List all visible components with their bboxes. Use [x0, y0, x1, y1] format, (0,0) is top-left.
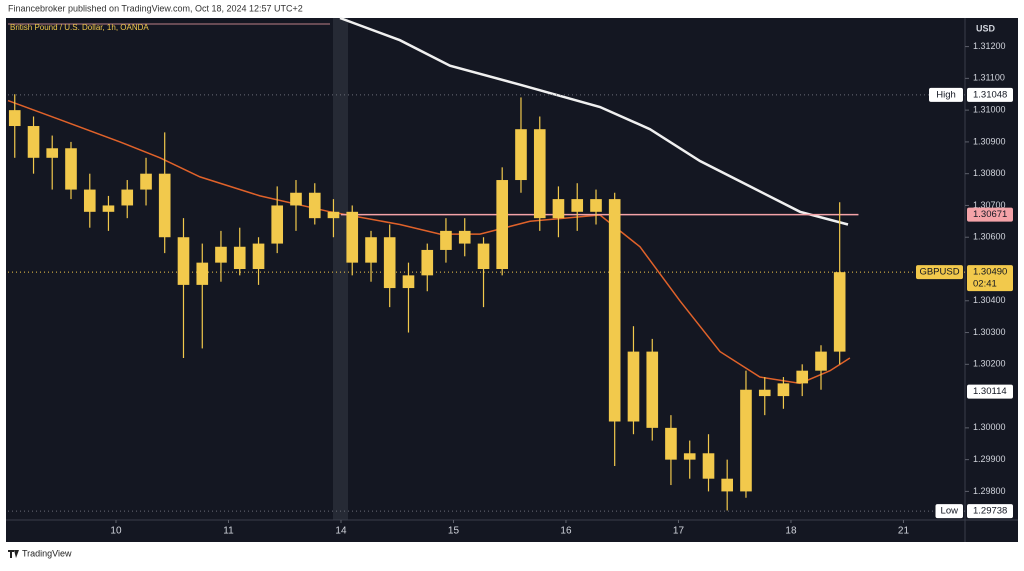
- candle-body: [496, 180, 509, 269]
- candle-body: [46, 148, 59, 158]
- price-badge-value: 1.29738: [973, 506, 1007, 517]
- price-badge-value: 1.31048: [973, 89, 1007, 100]
- countdown: 02:41: [973, 279, 997, 290]
- candle-body: [65, 148, 77, 190]
- candle-body: [721, 478, 733, 492]
- candle-body: [83, 189, 96, 212]
- candle-body: [27, 126, 40, 158]
- y-tick-label: 1.30700: [973, 200, 1006, 210]
- price-badge: [967, 207, 1013, 222]
- y-tick-label: 1.31100: [973, 73, 1005, 83]
- candle-body: [683, 453, 696, 460]
- candle-body: [515, 129, 527, 181]
- price-badge-value: 1.30671: [973, 209, 1007, 220]
- candle-body: [627, 351, 640, 422]
- y-tick-label: 1.31200: [973, 41, 1006, 51]
- candle-body: [365, 237, 377, 263]
- x-tick-label: 18: [785, 526, 797, 537]
- price-badge-value: 1.30114: [973, 386, 1007, 397]
- candle-body: [777, 383, 790, 397]
- candle-body: [158, 173, 171, 238]
- candle-body: [140, 173, 152, 190]
- y-tick-label: 1.30900: [973, 136, 1006, 146]
- badge-label: GBPUSD: [919, 267, 959, 278]
- candle-body: [796, 370, 809, 384]
- candle-body: [833, 272, 846, 352]
- x-tick-label: 11: [223, 526, 234, 537]
- candle-body: [402, 275, 415, 289]
- badge-label: Low: [941, 506, 959, 517]
- price-badge: [967, 87, 1013, 102]
- y-tick-label: 1.31000: [973, 105, 1006, 115]
- y-tick-label: 1.30300: [973, 327, 1006, 337]
- header: Financebroker published on TradingView.c…: [8, 3, 303, 13]
- candle-body: [327, 211, 340, 219]
- tv-logo: [8, 550, 19, 558]
- candle-body: [740, 389, 752, 492]
- badge-label-box: [916, 265, 963, 280]
- currency-label: USD: [976, 23, 996, 33]
- badge-label-box: [935, 504, 963, 519]
- x-tick-label: 16: [560, 526, 572, 537]
- candle-body: [758, 389, 771, 397]
- y-tick-label: 1.30600: [973, 232, 1006, 242]
- candle-body: [590, 199, 602, 212]
- candle-body: [308, 192, 321, 219]
- candle-body: [252, 243, 265, 269]
- candle-body: [440, 230, 452, 250]
- x-tick-label: 15: [448, 526, 460, 537]
- price-badge: [967, 384, 1013, 399]
- candle-body: [665, 427, 677, 460]
- candle-body: [608, 199, 621, 422]
- y-tick-label: 1.29800: [973, 486, 1006, 496]
- x-tick-label: 14: [335, 526, 347, 537]
- candle-body: [271, 205, 284, 244]
- x-tick-label: 17: [673, 526, 685, 537]
- footer: TradingView: [22, 548, 72, 558]
- candle-body: [815, 351, 827, 371]
- badge-label: High: [936, 89, 956, 100]
- price-badge: [967, 504, 1013, 519]
- candle-body: [346, 211, 359, 263]
- candle-body: [552, 199, 565, 219]
- price-badge: [967, 265, 1013, 292]
- y-tick-label: 1.30000: [973, 422, 1006, 432]
- candle-body: [477, 243, 490, 269]
- candle-body: [290, 192, 302, 206]
- x-tick-label: 21: [898, 526, 910, 537]
- candle-body: [383, 237, 396, 289]
- badge-label-box: [929, 87, 963, 102]
- candle-body: [702, 453, 715, 479]
- y-tick-label: 1.30400: [973, 295, 1006, 305]
- candle-body: [421, 249, 434, 276]
- moving-average: [339, 16, 849, 226]
- candle-body: [102, 205, 115, 212]
- candle-body: [177, 237, 190, 285]
- candle-body: [533, 129, 546, 219]
- candle-body: [458, 230, 471, 244]
- y-tick-label: 1.30200: [973, 359, 1006, 369]
- candle-body: [121, 189, 134, 206]
- session-highlight: [333, 18, 348, 520]
- moving-average: [7, 99, 851, 385]
- candle-body: [8, 110, 21, 127]
- candle-body: [571, 199, 584, 212]
- candle-body: [196, 262, 209, 285]
- candle-body: [646, 351, 659, 428]
- y-tick-label: 1.29900: [973, 454, 1006, 464]
- chart-title: British Pound / U.S. Dollar, 1h, OANDA: [10, 23, 149, 32]
- x-tick-label: 10: [110, 526, 122, 537]
- chart-area: [6, 18, 1018, 542]
- candle-body: [233, 246, 246, 269]
- price-badge-value: 1.30490: [973, 267, 1007, 278]
- y-tick-label: 1.30800: [973, 168, 1006, 178]
- candle-body: [215, 246, 227, 263]
